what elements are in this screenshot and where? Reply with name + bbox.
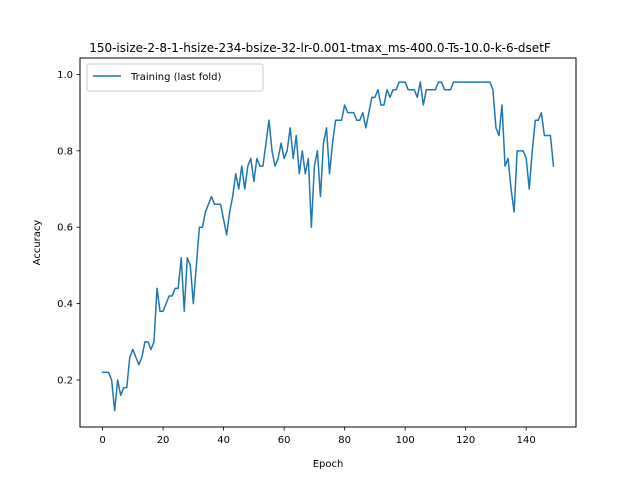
- legend-label: Training (last fold): [130, 72, 222, 83]
- x-tick-label: 100: [396, 435, 415, 446]
- y-tick-label: 0.6: [57, 223, 73, 234]
- chart-title: 150-isize-2-8-1-hsize-234-bsize-32-lr-0.…: [89, 41, 551, 55]
- legend: Training (last fold): [87, 64, 263, 91]
- x-tick-label: 0: [99, 435, 105, 446]
- x-axis-label: Epoch: [313, 459, 344, 470]
- x-tick-label: 40: [217, 435, 230, 446]
- y-axis-label: Accuracy: [32, 220, 43, 266]
- y-tick-label: 0.4: [57, 299, 73, 310]
- x-tick-label: 60: [278, 435, 291, 446]
- y-tick-label: 1.0: [57, 70, 73, 81]
- x-tick-label: 140: [517, 435, 536, 446]
- x-tick-label: 20: [157, 435, 170, 446]
- y-tick-label: 0.8: [57, 146, 73, 157]
- x-tick-label: 120: [456, 435, 475, 446]
- x-tick-label: 80: [338, 435, 351, 446]
- y-tick-label: 0.2: [57, 376, 73, 387]
